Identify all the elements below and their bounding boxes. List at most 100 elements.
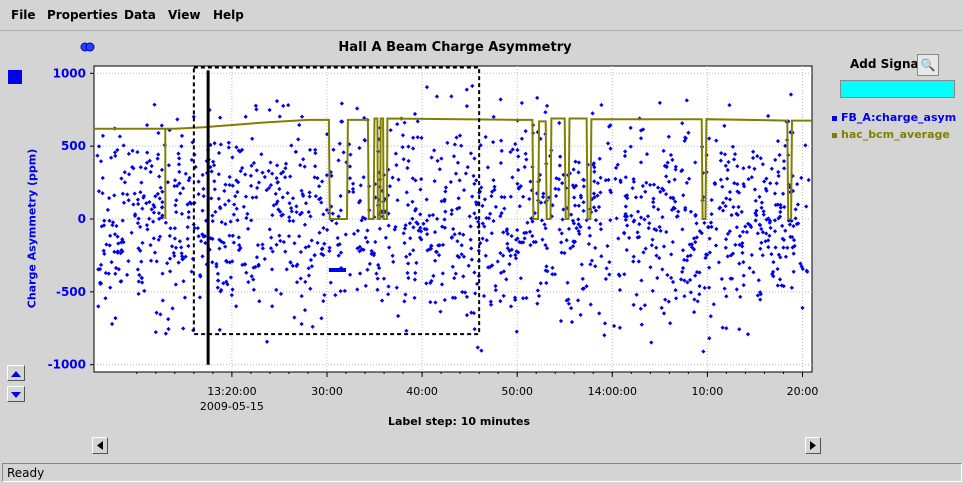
data-point: [673, 287, 678, 293]
data-point: [507, 248, 512, 254]
data-point: [253, 103, 258, 108]
data-point: [495, 259, 500, 264]
data-point: [136, 201, 141, 207]
data-point: [638, 160, 644, 165]
data-point: [112, 193, 117, 198]
data-point: [308, 286, 313, 291]
legend-item-charge-asym[interactable]: FB_A:charge_asym: [832, 111, 956, 124]
data-point: [777, 214, 783, 219]
data-point: [452, 232, 457, 237]
data-point: [335, 235, 340, 241]
data-point: [249, 163, 254, 168]
data-point: [181, 256, 186, 261]
scroll-down-button[interactable]: [7, 386, 25, 402]
data-point: [177, 156, 182, 161]
data-point: [666, 299, 671, 304]
data-point: [381, 276, 387, 281]
data-point: [235, 218, 240, 223]
data-point: [607, 260, 612, 265]
data-point: [418, 187, 423, 192]
data-point: [249, 218, 254, 223]
data-point: [528, 242, 533, 248]
legend-item-bcm-average[interactable]: hac_bcm_average: [832, 128, 950, 141]
data-point: [773, 157, 778, 163]
data-point: [396, 177, 401, 182]
data-point: [461, 187, 467, 193]
series-color-icon[interactable]: [8, 70, 22, 84]
data-point: [249, 274, 254, 279]
data-point: [136, 279, 141, 284]
signal-input[interactable]: [840, 80, 955, 98]
data-point: [530, 233, 535, 239]
data-point: [186, 243, 191, 249]
data-point: [430, 212, 436, 218]
data-point: [288, 260, 293, 265]
data-point: [508, 194, 513, 199]
data-point: [442, 217, 447, 222]
data-point: [189, 201, 194, 206]
data-point: [749, 224, 754, 230]
data-point: [170, 306, 175, 311]
data-point: [649, 243, 654, 248]
data-point: [156, 130, 161, 136]
data-point: [757, 223, 763, 228]
data-point: [635, 209, 641, 214]
data-point: [775, 283, 780, 288]
menu-data[interactable]: Data: [124, 8, 156, 22]
data-point: [493, 283, 498, 289]
scroll-right-button[interactable]: [805, 437, 821, 454]
data-point: [402, 240, 407, 246]
data-point: [432, 179, 437, 184]
data-point: [523, 151, 528, 156]
data-point: [666, 179, 672, 184]
data-point: [172, 253, 177, 259]
data-point: [424, 281, 429, 286]
data-point: [589, 258, 595, 263]
data-point: [102, 251, 107, 256]
menu-view[interactable]: View: [168, 8, 201, 22]
menu-properties[interactable]: Properties: [47, 8, 118, 22]
data-point: [553, 193, 559, 199]
data-point: [200, 208, 205, 213]
data-point: [773, 202, 778, 208]
data-point: [758, 297, 763, 302]
data-point: [673, 296, 679, 301]
data-point: [469, 246, 474, 251]
data-point: [360, 215, 366, 220]
data-point: [705, 252, 710, 257]
data-point: [614, 216, 619, 221]
data-point: [768, 181, 773, 186]
data-point: [757, 194, 762, 199]
data-point: [654, 253, 659, 258]
data-point: [148, 243, 153, 248]
data-point: [229, 292, 234, 298]
scroll-up-button[interactable]: [7, 365, 25, 381]
data-point: [525, 220, 530, 225]
zoom-reset-icon[interactable]: [80, 41, 96, 53]
data-point: [337, 141, 342, 146]
add-signal-button[interactable]: 🔍: [917, 54, 939, 76]
data-point: [654, 245, 659, 250]
data-point: [498, 270, 504, 275]
scroll-left-button[interactable]: [92, 437, 108, 454]
data-point: [471, 310, 477, 316]
menu-file[interactable]: File: [11, 8, 36, 22]
data-point: [693, 212, 698, 218]
data-point: [542, 222, 547, 227]
data-point: [405, 270, 410, 276]
data-point: [617, 287, 623, 293]
data-point: [270, 171, 275, 176]
data-point: [482, 224, 487, 229]
data-point: [593, 264, 598, 269]
data-point: [723, 245, 728, 250]
data-point: [185, 202, 190, 207]
data-point: [756, 278, 761, 283]
data-point: [584, 284, 589, 289]
menu-help[interactable]: Help: [213, 8, 244, 22]
data-point: [410, 176, 415, 181]
data-point: [159, 123, 164, 128]
data-point: [136, 216, 141, 221]
data-point: [516, 186, 521, 191]
data-point: [740, 240, 745, 246]
